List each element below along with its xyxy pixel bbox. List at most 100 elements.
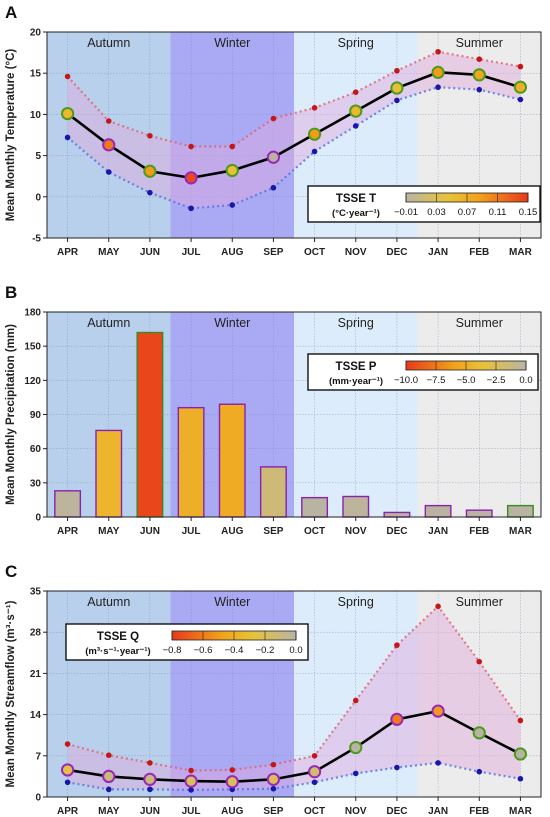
panel-letter: A (5, 3, 17, 22)
colorbar-segment (448, 361, 452, 370)
colorbar-segment (286, 631, 291, 640)
upper-bound-point (188, 143, 194, 150)
season-label-spring: Spring (338, 595, 374, 609)
colorbar-segment (199, 631, 204, 640)
colorbar-segment (261, 631, 266, 640)
colorbar-segment (448, 193, 453, 202)
colorbar-segment (439, 193, 444, 202)
colorbar-segment (243, 631, 247, 640)
colorbar-segment (469, 361, 473, 370)
colorbar-segment (509, 193, 514, 202)
colorbar-segment (436, 193, 441, 202)
mean-point (60, 106, 75, 121)
colorbar-segment (224, 631, 229, 640)
colorbar-segment (289, 631, 294, 640)
colorbar-segment (418, 361, 422, 370)
colorbar-segment (178, 631, 182, 640)
lower-bound-point (352, 770, 359, 777)
mean-point (143, 164, 157, 178)
colorbar-segment (460, 361, 464, 370)
legend-title: TSSE Q (97, 631, 139, 643)
upper-bound-point (352, 89, 359, 95)
colorbar-segment (430, 193, 434, 202)
precipitation-bar (54, 490, 82, 518)
y-tick-label: 35 (30, 587, 42, 598)
precipitation-bar (506, 504, 534, 518)
colorbar-segment (234, 631, 238, 640)
upper-bound-point (311, 105, 318, 111)
x-tick-label: JAN (428, 526, 448, 537)
colorbar-tick-label: −0.2 (256, 645, 275, 656)
x-tick-label: MAY (98, 806, 120, 817)
x-tick-label: SEP (263, 247, 283, 258)
lower-bound-point (435, 760, 441, 766)
colorbar-segment (184, 631, 188, 640)
precipitation-bar (177, 406, 205, 518)
x-tick-label: DEC (386, 526, 407, 537)
x-tick-label: APR (57, 806, 79, 817)
colorbar-tick-label: −10.0 (394, 375, 418, 386)
lower-bound-point (105, 786, 112, 793)
colorbar-segment (427, 193, 431, 202)
precipitation-bar (301, 496, 329, 518)
colorbar-segment (502, 361, 506, 370)
colorbar-segment (258, 631, 263, 640)
colorbar-tick-label: 0.03 (427, 207, 446, 218)
x-tick-label: AUG (221, 526, 243, 537)
x-tick-label: NOV (345, 806, 367, 817)
colorbar-segment (187, 631, 192, 640)
x-tick-label: FEB (469, 806, 489, 817)
upper-bound-point (352, 697, 359, 704)
lower-bound-point (352, 123, 359, 129)
upper-bound-point (64, 741, 71, 747)
upper-bound-point (270, 115, 277, 122)
mean-point (349, 740, 363, 755)
colorbar-segment (406, 193, 410, 202)
season-label-winter: Winter (214, 36, 250, 50)
precipitation-bar (424, 504, 452, 518)
mean-point (390, 712, 404, 726)
mean-point (225, 775, 239, 789)
colorbar-segment (415, 361, 419, 370)
lower-bound-point (188, 787, 194, 793)
colorbar-segment (445, 361, 449, 370)
colorbar-segment (439, 361, 443, 370)
colorbar-segment (218, 631, 223, 640)
lower-bound-point (147, 786, 153, 793)
upper-bound-point (394, 67, 400, 74)
panel-letter: B (5, 283, 17, 302)
upper-bound-point (517, 63, 524, 70)
colorbar-segment (424, 361, 428, 370)
x-tick-label: MAY (98, 247, 120, 258)
y-tick-label: 0 (35, 513, 41, 524)
colorbar-segment (491, 193, 495, 202)
colorbar-segment (463, 361, 467, 370)
upper-bound-point (188, 767, 194, 774)
lower-bound-point (105, 169, 112, 175)
y-tick-label: 20 (30, 28, 42, 39)
x-tick-label: JUN (140, 526, 160, 537)
colorbar-segment (265, 631, 269, 640)
trend-legend: TSSE P (mm·year⁻¹) −10.0 −7.5 −5.0 −2.5 0.0 (307, 353, 539, 391)
legend-title: TSSE P (336, 361, 377, 373)
mean-point (431, 65, 445, 79)
colorbar-segment (252, 631, 257, 640)
colorbar-tick-label: −0.6 (194, 645, 213, 656)
colorbar-segment (478, 361, 482, 370)
colorbar-segment (457, 193, 462, 202)
season-label-autumn: Autumn (87, 595, 130, 609)
upper-bound-point (435, 603, 441, 610)
upper-bound-point (105, 752, 112, 759)
colorbar-segment (517, 361, 521, 370)
trend-legend: TSSE Q (m³·s⁻¹·year⁻¹) −0.8 −0.6 −0.4 −0.2 0.0 (65, 623, 309, 661)
colorbar-segment (283, 631, 288, 640)
lower-bound-point (64, 779, 71, 786)
x-tick-label: NOV (345, 526, 367, 537)
x-tick-label: NOV (345, 247, 367, 258)
colorbar-segment (190, 631, 195, 640)
colorbar-segment (221, 631, 226, 640)
x-tick-label: OCT (304, 247, 325, 258)
mean-point (102, 769, 116, 784)
colorbar-tick-label: 0.15 (519, 207, 538, 218)
y-axis-label: Mean Monthly Precipitation (mm) (5, 324, 17, 505)
